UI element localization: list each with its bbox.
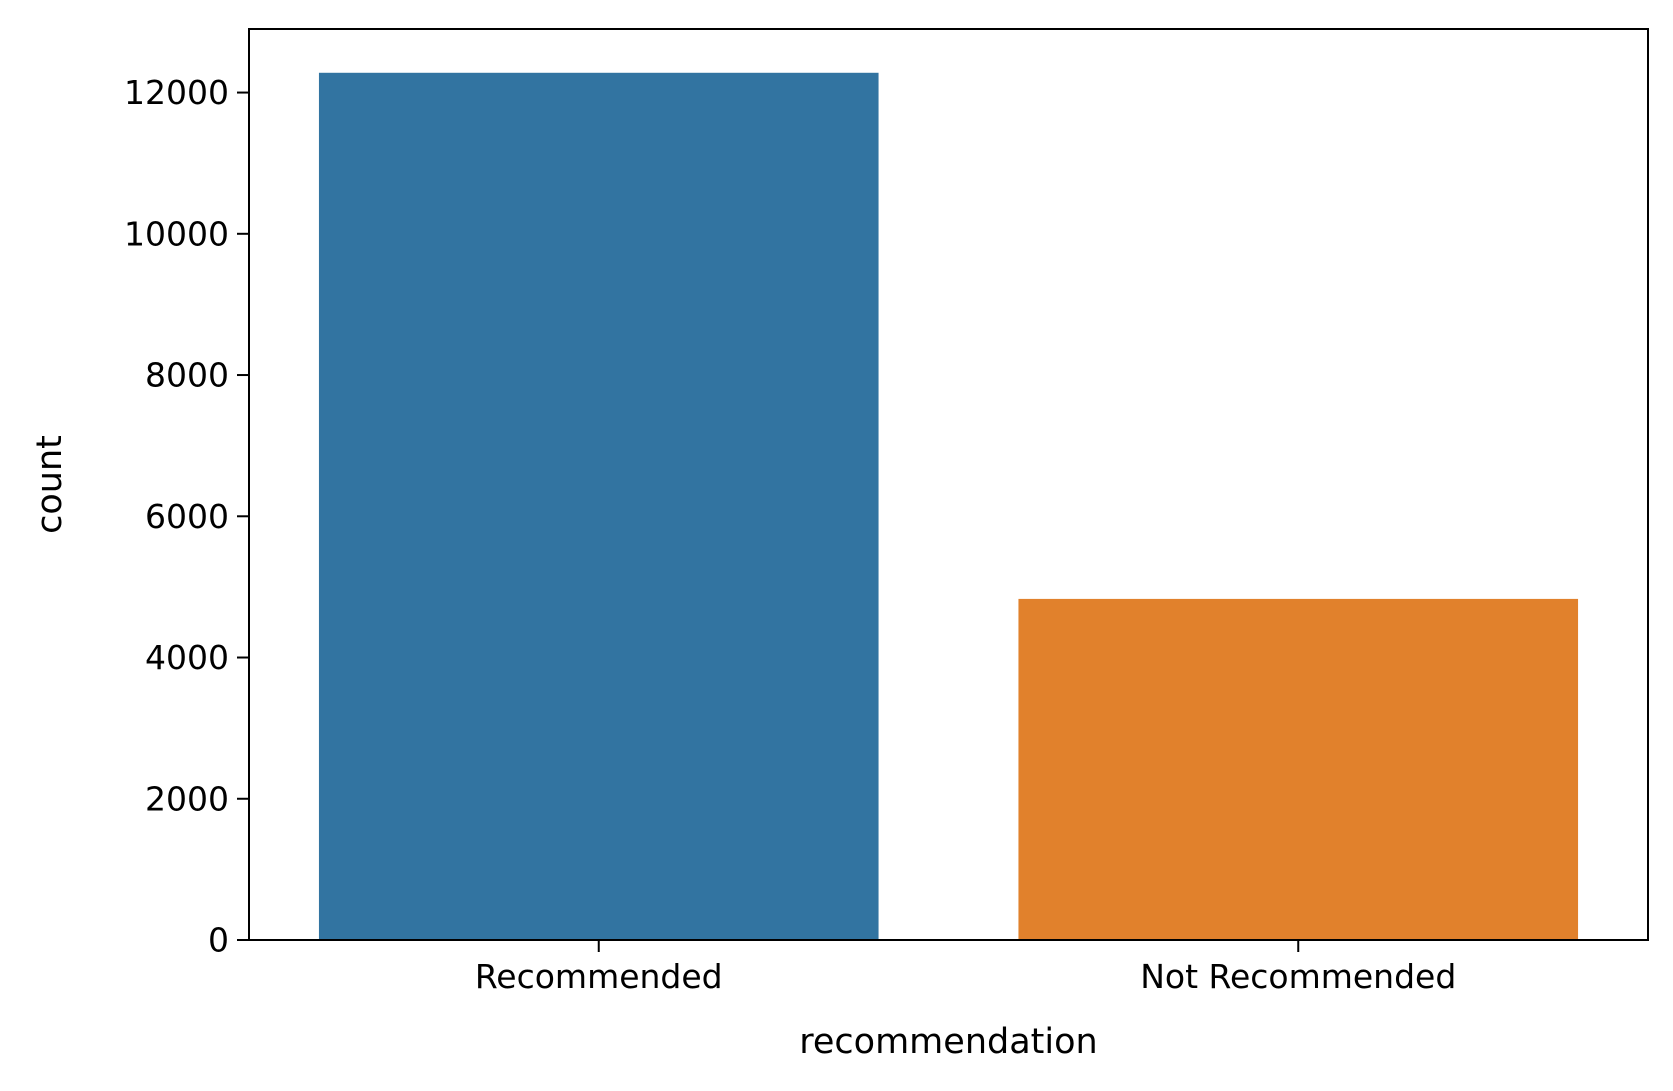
y-axis-ticks: 0 2000 4000 6000 8000 10000 12000 [124, 73, 249, 960]
bars-group [318, 72, 1579, 941]
y-axis-label: count [30, 435, 70, 534]
y-tick-label: 0 [208, 921, 229, 960]
bar-not-recommended [1018, 598, 1579, 940]
y-tick-label: 6000 [145, 497, 229, 536]
y-tick-label: 8000 [145, 356, 229, 395]
y-tick-label: 2000 [145, 779, 229, 818]
x-axis-label: recommendation [799, 1022, 1097, 1062]
x-tick-label: Not Recommended [1140, 957, 1456, 996]
y-tick-label: 4000 [145, 638, 229, 677]
y-tick-label: 10000 [124, 214, 229, 253]
y-tick-label: 12000 [124, 73, 229, 112]
axes-frame [248, 28, 1649, 941]
x-tick-label: Recommended [475, 957, 723, 996]
bar-recommended [318, 72, 879, 941]
x-axis-ticks: Recommended Not Recommended [475, 940, 1456, 996]
